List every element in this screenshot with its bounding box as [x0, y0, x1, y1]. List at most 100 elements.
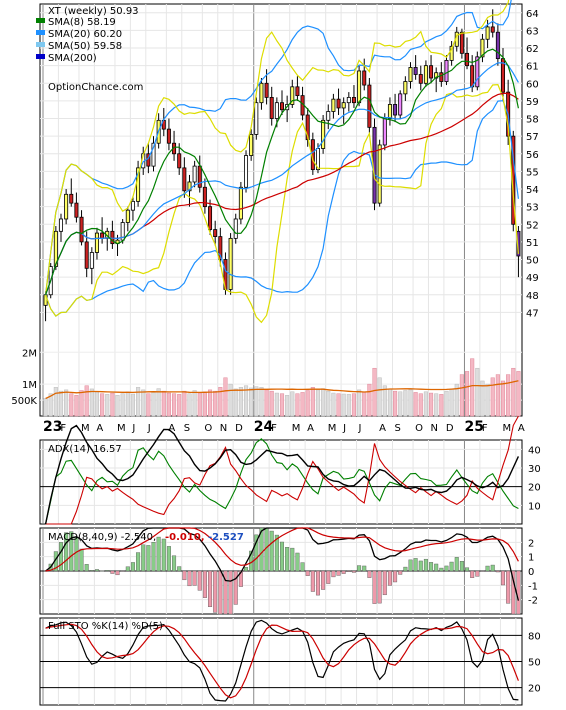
x-tick-label: F — [482, 423, 488, 434]
price-candle — [177, 153, 182, 169]
price-candle — [274, 102, 279, 119]
price-candle — [516, 230, 521, 257]
volume-bar — [470, 358, 475, 417]
price-candle — [444, 59, 449, 82]
x-tick-label: M — [502, 423, 511, 434]
macd-histogram-bar — [79, 548, 84, 572]
macd-histogram-bar — [331, 570, 336, 578]
macd-histogram-bar — [238, 570, 243, 587]
volume-bar — [485, 383, 490, 417]
price-candle — [249, 133, 254, 156]
volume-bar — [459, 374, 464, 417]
x-tick-label: N — [430, 423, 437, 434]
price-candle — [79, 216, 84, 243]
volume-bar — [475, 367, 480, 417]
price-candle — [423, 65, 428, 84]
legend-label: SMA(200) — [48, 53, 97, 64]
legend-label: SMA(50) 59.58 — [48, 41, 122, 52]
x-tick-label: J — [131, 423, 135, 434]
legend-swatch — [36, 30, 45, 35]
macd-histogram-bar — [89, 570, 94, 572]
price-tick-label: 52 — [526, 220, 539, 231]
volume-bar — [187, 393, 192, 417]
price-candle — [465, 52, 470, 67]
volume-bar — [423, 391, 428, 417]
macd-histogram-bar — [357, 565, 362, 572]
x-tick-label: M — [117, 423, 126, 434]
volume-bar — [346, 394, 351, 417]
volume-bar — [495, 374, 500, 417]
volume-bar — [382, 385, 387, 417]
macd-histogram-bar — [218, 570, 223, 615]
price-candle — [208, 206, 213, 230]
price-candle — [393, 104, 398, 116]
price-tick-label: 60 — [526, 79, 539, 90]
price-candle — [351, 96, 356, 104]
price-candle — [166, 128, 171, 144]
price-candle — [413, 67, 418, 75]
bollinger-lower-line — [45, 100, 519, 317]
volume-bar — [434, 393, 439, 417]
price-tick-label: 48 — [526, 291, 539, 302]
price-candle — [187, 181, 192, 192]
macd-hist-label: -2.527 — [208, 532, 244, 543]
price-candle — [377, 144, 382, 204]
x-tick-label: M — [81, 423, 90, 434]
macd-signal-label: -0.010, — [165, 532, 205, 543]
macd-histogram-bar — [172, 555, 177, 572]
macd-histogram-bar — [372, 570, 377, 604]
x-tick-label: J — [358, 423, 362, 434]
volume-bar — [500, 380, 506, 417]
macd-histogram-bar — [485, 565, 490, 572]
adx-panel-frame — [39, 439, 523, 525]
bollinger-alt-upper-line — [45, 0, 510, 295]
volume-bar — [516, 371, 521, 417]
bollinger-alt-lower-line — [45, 83, 519, 324]
price-candle — [321, 119, 326, 149]
adx-panel-label: ADX(14) 16.57 — [48, 444, 122, 455]
legend-swatch — [36, 42, 45, 47]
macd-histogram-bar — [213, 570, 218, 613]
macd-histogram-bar — [151, 542, 156, 572]
x-tick-label: S — [395, 423, 401, 434]
macd-histogram-bar — [244, 567, 249, 572]
price-candle — [202, 186, 207, 208]
volume-bar — [511, 367, 516, 417]
macd-histogram-bar — [351, 570, 356, 573]
macd-histogram-bar — [84, 564, 89, 572]
adx-tick-label: 40 — [528, 445, 541, 456]
macd-histogram-bar — [377, 570, 382, 604]
price-candle — [213, 229, 218, 238]
macd-histogram-bar — [444, 565, 449, 572]
x-tick-label: S — [184, 423, 190, 434]
volume-bar — [300, 392, 305, 417]
volume-bar — [156, 388, 161, 417]
volume-bar — [100, 393, 105, 417]
x-tick-label: A — [96, 423, 103, 434]
price-candle — [151, 142, 156, 167]
x-tick-label: 25 — [464, 419, 483, 435]
legend: XT (weekly) 50.93 OptionChance.com ADX(1… — [36, 6, 244, 632]
volume-tick-label: 2M — [22, 348, 37, 359]
x-tick-label: A — [379, 423, 386, 434]
price-candle — [326, 111, 331, 121]
volume-bar — [413, 392, 418, 417]
volume-bar — [506, 374, 511, 417]
watermark-label: OptionChance.com — [48, 82, 143, 93]
price-candle — [280, 102, 284, 111]
x-tick-label: J — [147, 423, 151, 434]
price-tick-label: 63 — [526, 26, 539, 37]
volume-bar — [151, 392, 156, 417]
sto-tick-label: 20 — [528, 684, 541, 695]
volume-bar — [197, 392, 202, 417]
legend-label: SMA(20) 60.20 — [48, 29, 122, 40]
price-tick-label: 57 — [526, 132, 539, 143]
volume-bar — [429, 392, 434, 417]
price-tick-label: 56 — [526, 150, 539, 161]
macd-histogram-bar — [228, 570, 233, 615]
x-tick-label: F — [271, 423, 277, 434]
price-candle — [192, 165, 197, 183]
volume-ma-line — [45, 380, 519, 400]
macd-histogram-bar — [362, 565, 367, 572]
